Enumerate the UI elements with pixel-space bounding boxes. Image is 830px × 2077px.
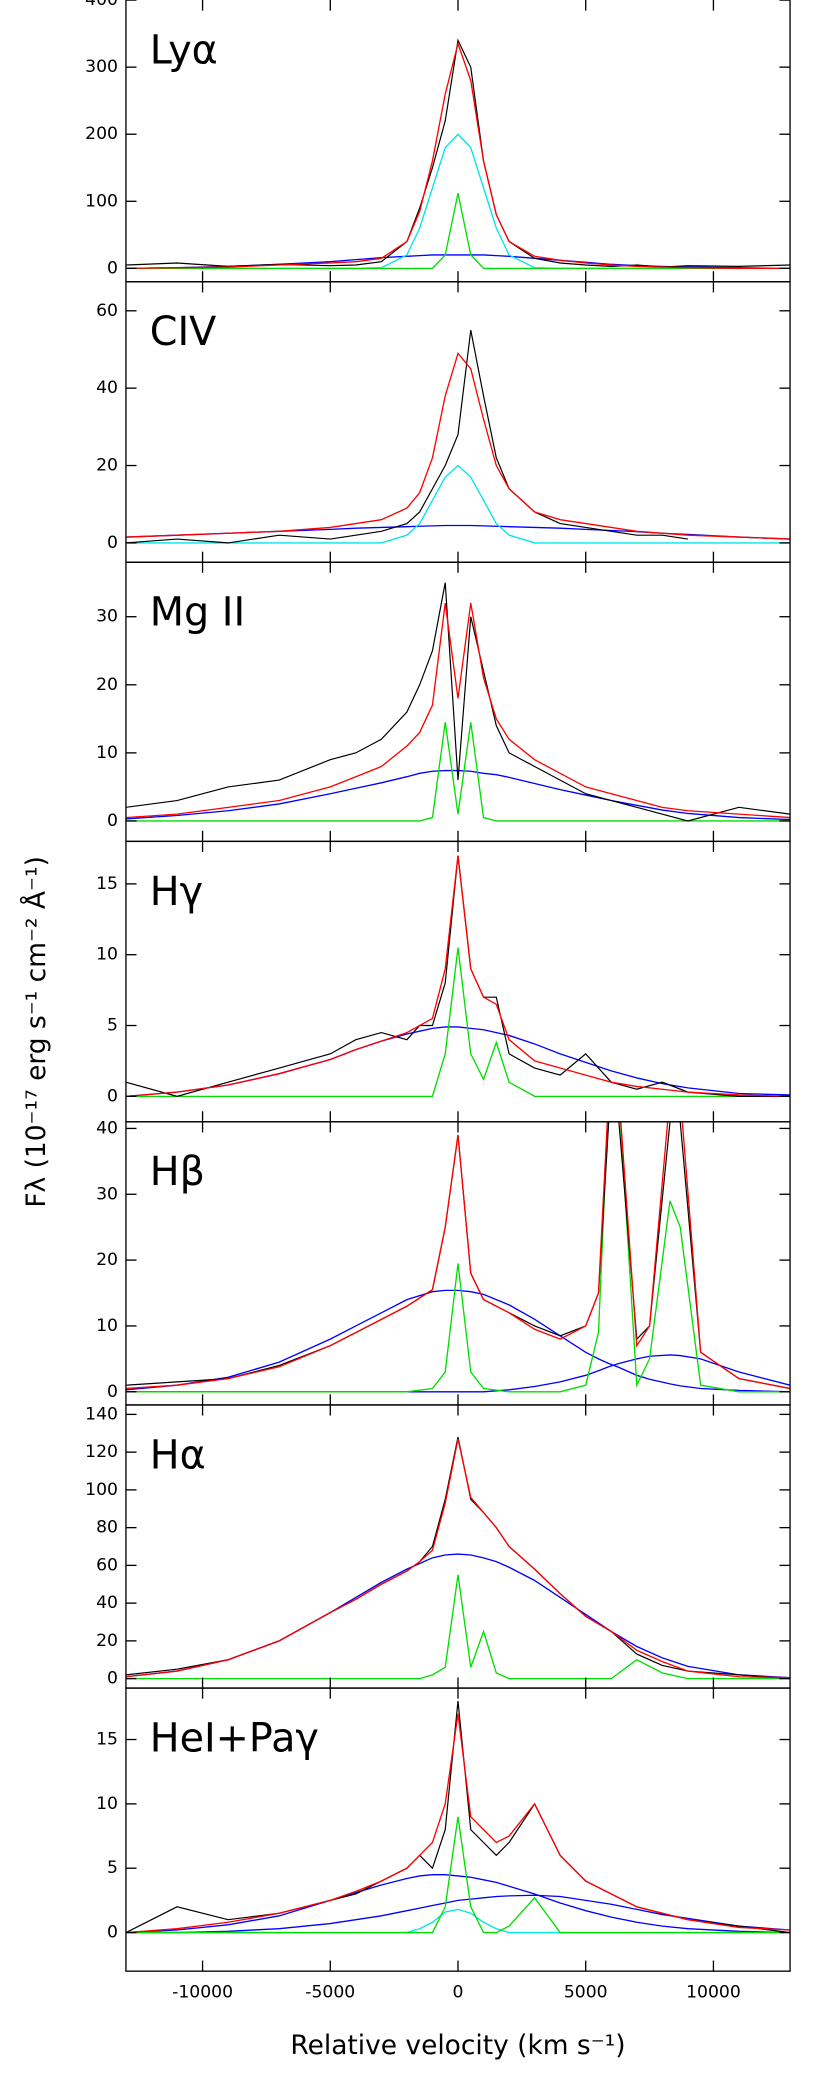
y-tick-label: 5 — [107, 1858, 118, 1878]
y-tick-label: 140 — [85, 1404, 118, 1424]
spectrum-line — [125, 1289, 791, 1393]
y-tick-label: 80 — [96, 1518, 118, 1538]
spectrum-line — [125, 38, 791, 268]
x-tick-label: 0 — [453, 1982, 464, 2002]
panel: 0 20 40 60 80 100 120 140 Hα — [85, 1404, 791, 1689]
panel-label: Hβ — [150, 1149, 205, 1195]
y-tick-label: 100 — [85, 191, 118, 211]
y-tick-label: 0 — [107, 1382, 118, 1402]
y-tick-label: 0 — [107, 533, 118, 553]
spectrum-line — [125, 602, 791, 819]
y-tick-label: 0 — [107, 811, 118, 831]
y-tick-label: 200 — [85, 124, 118, 144]
panel-label: Hα — [150, 1432, 206, 1478]
spectrum-line — [125, 193, 791, 270]
panel: 0 100 200 300 400 Lyα — [85, 0, 791, 283]
spectrum-line — [125, 722, 791, 822]
y-tick-label: 10 — [96, 1794, 118, 1814]
spectrum-line — [125, 1121, 791, 1390]
panel: 0 5 10 15 Hγ — [96, 840, 791, 1123]
spectrum-line — [125, 1436, 791, 1680]
panel: 0 20 40 60 CIV — [96, 281, 791, 563]
y-tick-label: 40 — [96, 1118, 118, 1138]
x-tick-label: 5000 — [564, 1982, 608, 2002]
y-tick-label: 15 — [96, 874, 118, 894]
y-tick-label: 30 — [96, 1184, 118, 1204]
panel-label: Lyα — [150, 27, 218, 73]
spectrum-line — [125, 1438, 791, 1679]
spectrum-line — [125, 1553, 791, 1679]
panel-frame — [125, 1404, 791, 1689]
spectrum-line — [125, 330, 688, 544]
spectrum-line — [125, 1121, 791, 1390]
y-tick-label: 20 — [96, 675, 118, 695]
spectrum-line — [125, 1354, 791, 1393]
y-tick-label: 60 — [96, 301, 118, 321]
spectrum-line — [125, 133, 791, 270]
panel-label: CIV — [150, 309, 217, 355]
spectrum-line — [125, 769, 791, 821]
y-tick-label: 20 — [96, 1250, 118, 1270]
panel-label: HeI+Paγ — [150, 1715, 319, 1761]
spectrum-line — [125, 1121, 791, 1393]
y-tick-label: 10 — [96, 743, 118, 763]
y-tick-label: 120 — [85, 1442, 118, 1462]
spectrum-line — [125, 947, 791, 1098]
spectrum-line — [125, 41, 791, 270]
y-axis-label: Fλ (10⁻¹⁷ erg s⁻¹ cm⁻² Å⁻¹) — [20, 856, 52, 1208]
y-tick-label: 0 — [107, 1923, 118, 1943]
panel-frame — [125, 281, 791, 563]
y-tick-label: 40 — [96, 378, 118, 398]
y-tick-label: 60 — [96, 1555, 118, 1575]
x-tick-label: 10000 — [686, 1982, 741, 2002]
x-tick-label: -10000 — [172, 1982, 233, 2002]
panel: 0 10 20 30 40 Hβ — [96, 1118, 791, 1406]
spectrum-line — [125, 1816, 791, 1934]
y-tick-label: 20 — [96, 456, 118, 476]
panel: 0 5 10 15 -10000 -5000 0 5000 10000 HeI+Paγ — [96, 1687, 791, 2002]
y-tick-label: 10 — [96, 945, 118, 965]
spectrum-line — [125, 855, 791, 1098]
y-tick-label: 20 — [96, 1631, 118, 1651]
spectrum-line — [125, 1574, 791, 1680]
panel-frame — [125, 840, 791, 1123]
y-tick-label: 300 — [85, 57, 118, 77]
x-tick-label: -5000 — [305, 1982, 355, 2002]
spectrum-line — [125, 351, 791, 540]
y-tick-label: 100 — [85, 1480, 118, 1500]
x-axis-label: Relative velocity (km s⁻¹) — [290, 2030, 625, 2061]
y-tick-label: 0 — [107, 1669, 118, 1689]
spectrum-line — [125, 855, 791, 1097]
panel-label: Hγ — [150, 869, 203, 915]
y-tick-label: 0 — [107, 1086, 118, 1106]
y-tick-label: 30 — [96, 607, 118, 627]
y-tick-label: 15 — [96, 1730, 118, 1750]
spectrum-line — [125, 1894, 791, 1934]
spectrum-line — [125, 582, 791, 822]
y-tick-label: 400 — [85, 0, 118, 10]
y-tick-label: 5 — [107, 1016, 118, 1036]
spectrum-line — [125, 464, 791, 544]
y-tick-label: 40 — [96, 1593, 118, 1613]
spectrum-line — [125, 1713, 791, 1934]
y-tick-label: 0 — [107, 258, 118, 278]
spectrum-line — [125, 524, 791, 540]
panel-label: Mg II — [150, 590, 245, 636]
panel: 0 10 20 30 Mg II — [96, 561, 791, 843]
spectrum-line — [125, 1873, 791, 1934]
y-tick-label: 10 — [96, 1316, 118, 1336]
